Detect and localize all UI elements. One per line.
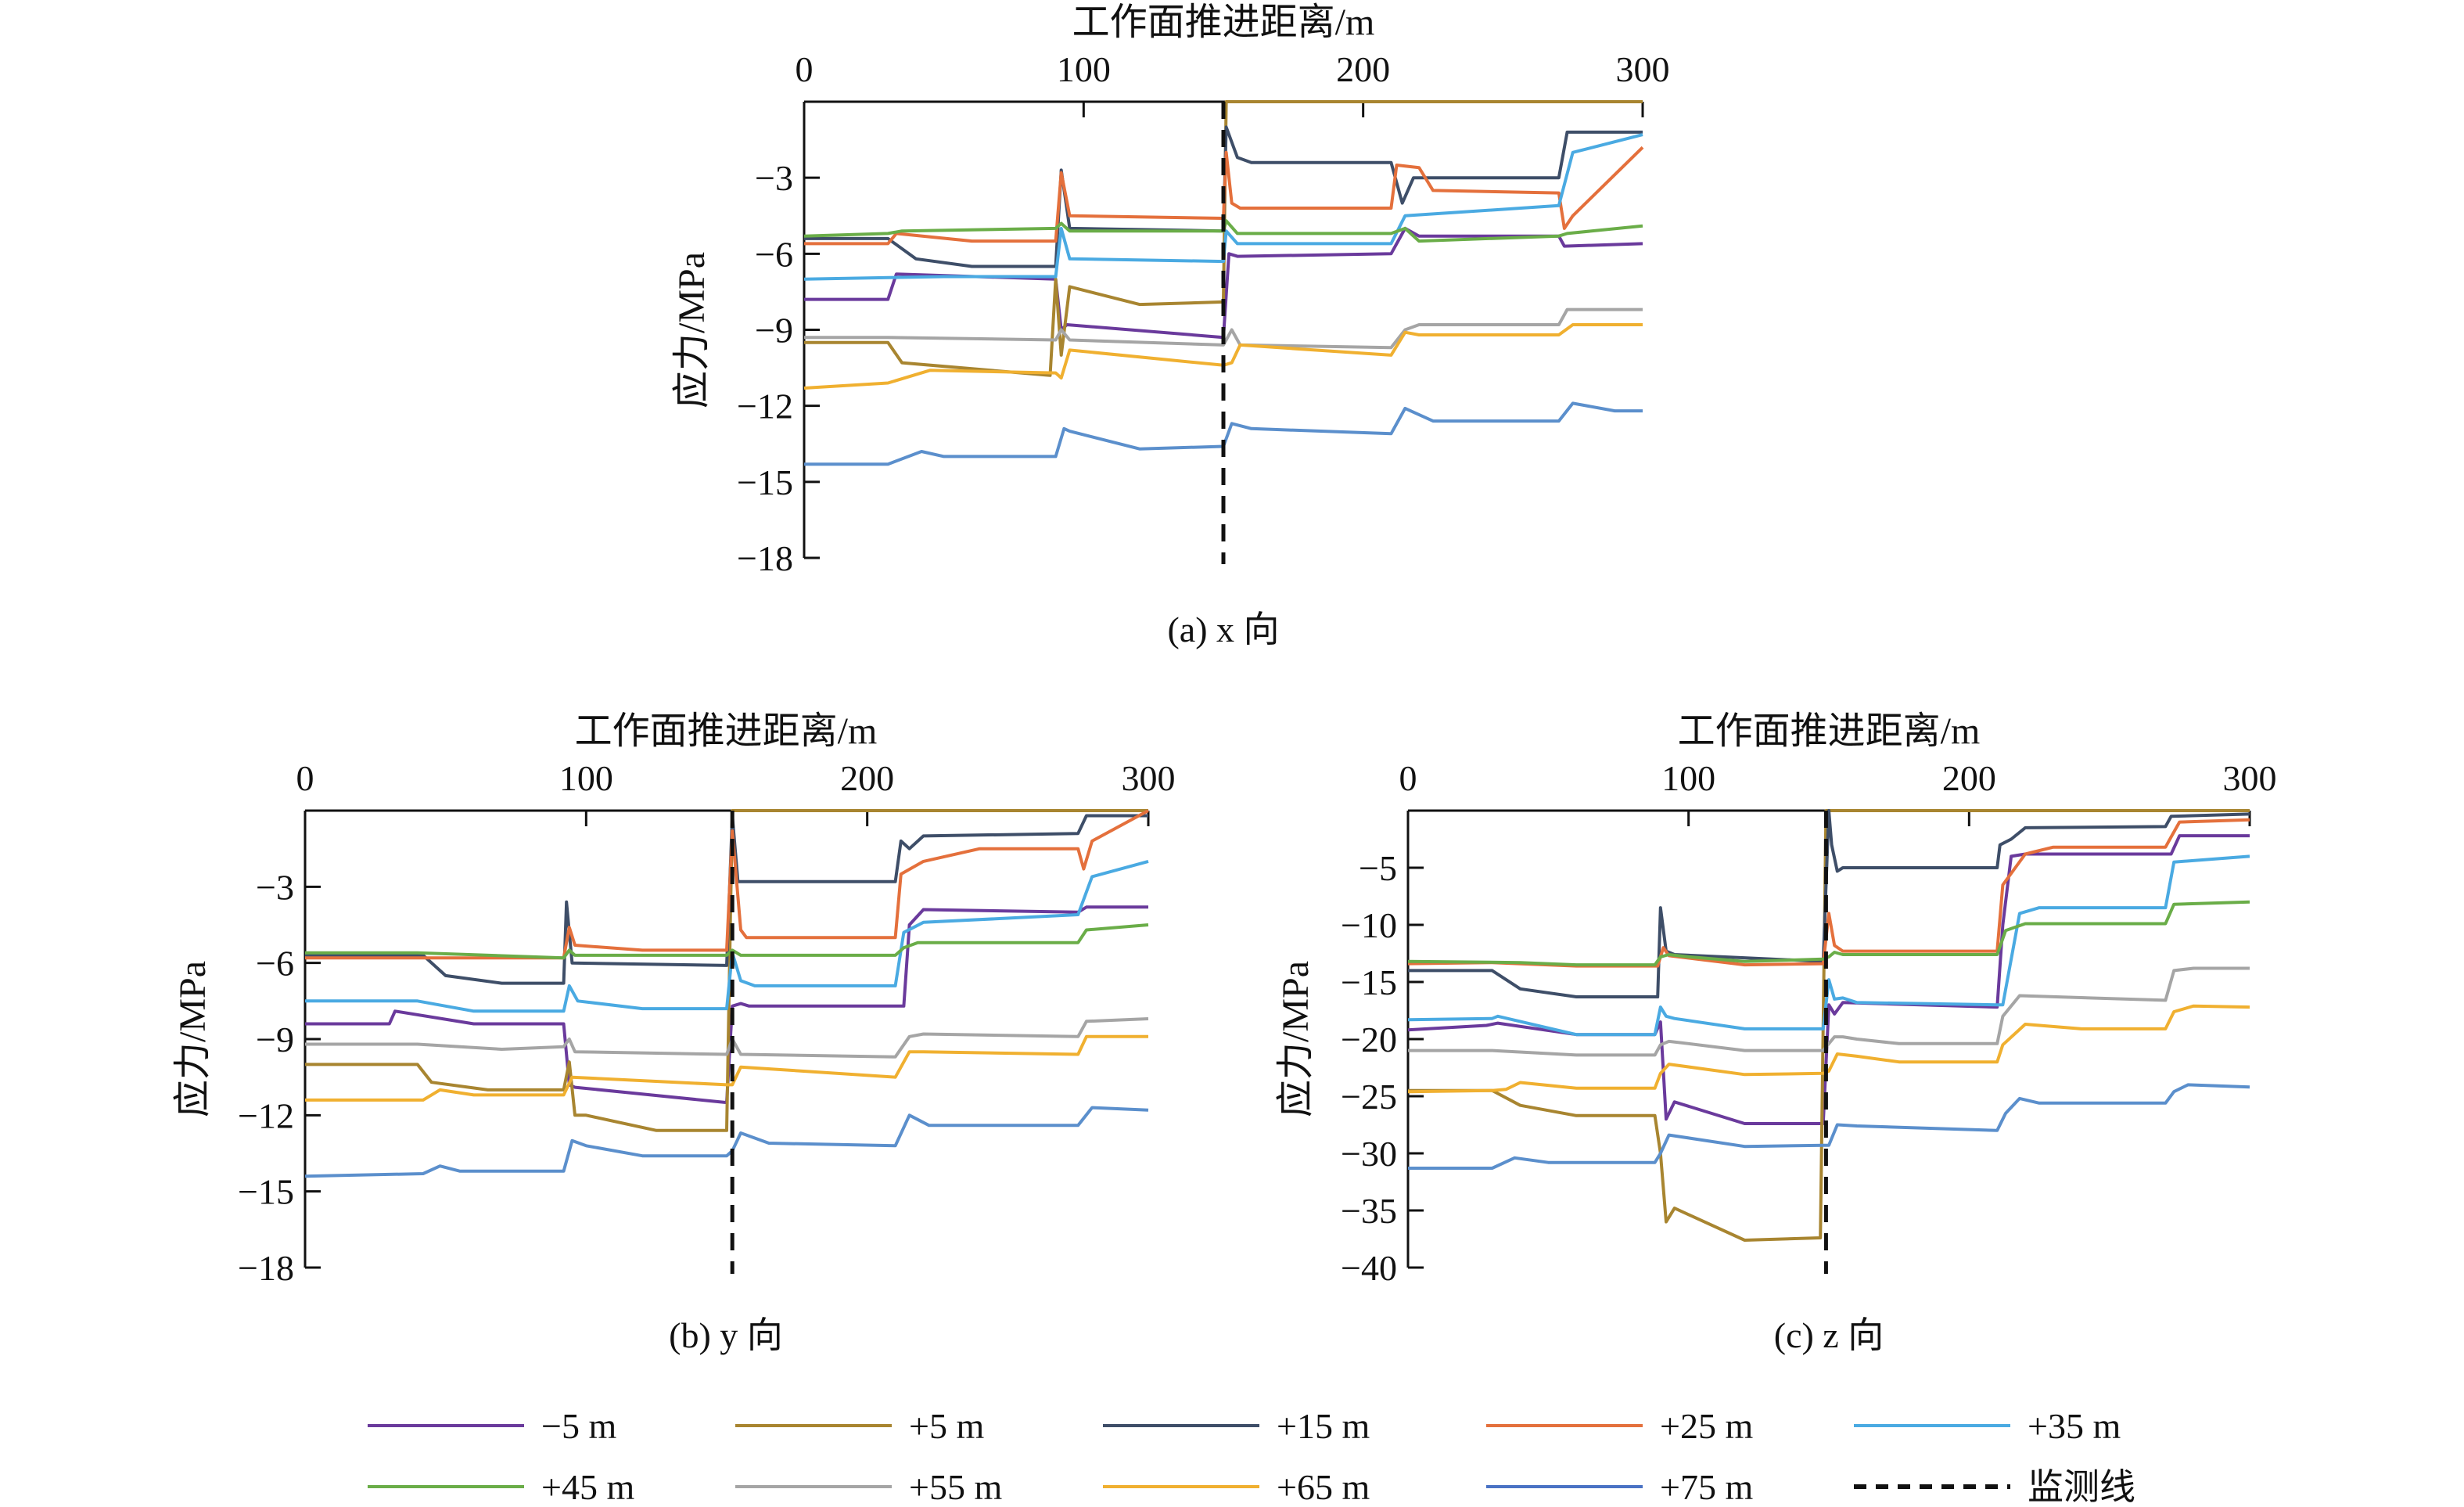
series-line-plus35m <box>1407 854 2250 1037</box>
series-line-plus75m <box>804 401 1643 466</box>
series-line-plus55m <box>305 1017 1149 1059</box>
series-line-5m <box>305 905 1148 1105</box>
legend-item: +75 m <box>1486 1467 1753 1507</box>
panel-a-ylabel: 应力/MPa <box>671 252 713 408</box>
y-tick-label: −15 <box>238 1172 294 1212</box>
series-line-plus55m <box>804 308 1643 350</box>
series-line-plus5m <box>1408 809 2250 1242</box>
series-line-plus75m <box>304 1106 1149 1178</box>
x-tick-label: 200 <box>840 758 894 798</box>
series-line-plus45m <box>1407 900 2250 967</box>
legend-label: +55 m <box>909 1467 1002 1507</box>
legend-item: +55 m <box>735 1467 1002 1507</box>
panel-c-ylabel: 应力/MPa <box>1275 961 1316 1117</box>
series-line-plus25m <box>804 146 1644 246</box>
y-tick-label: −6 <box>755 234 793 274</box>
legend-item: +25 m <box>1486 1406 1753 1446</box>
panel-a-lines <box>803 100 1644 564</box>
series-line-plus45m <box>803 219 1643 243</box>
series-line-plus15m <box>1408 809 2250 998</box>
panel-c-xlabel: 工作面推进距离/m <box>1678 710 1981 752</box>
panel-c-z-direction: 工作面推进距离/m 应力/MPa (c) z 向 0 100 200 300 −5 −10… <box>1275 710 2277 1355</box>
legend: −5 m +5 m +15 m +25 m +35 m +45 m +55 m +65 m +7… <box>368 1406 2135 1507</box>
series-line-plus35m <box>803 133 1643 281</box>
legend-label: +45 m <box>541 1467 634 1507</box>
panel-a-x-direction: 工作面推进距离/m 应力/MPa (a) x 向 0 100 200 300 −3 −6 −… <box>671 2 1670 649</box>
legend-item: −5 m <box>368 1406 616 1446</box>
x-tick-label: 200 <box>1942 758 1996 798</box>
legend-item: 监测线 <box>1854 1467 2135 1507</box>
legend-label: +75 m <box>1660 1467 1753 1507</box>
y-tick-label: −15 <box>737 462 793 502</box>
x-tick-label: 300 <box>2223 758 2277 798</box>
y-tick-label: −5 <box>1359 848 1397 888</box>
panel-b-ticks: 0 100 200 300 −3 −6 −9 −12 −15 −18 <box>238 758 1175 1288</box>
x-tick-label: 0 <box>796 49 814 89</box>
y-tick-label: −3 <box>755 158 793 198</box>
y-tick-label: −35 <box>1341 1191 1397 1231</box>
legend-label: +35 m <box>2028 1406 2121 1446</box>
panel-c-lines <box>1407 809 2250 1274</box>
y-tick-label: −12 <box>238 1095 294 1135</box>
legend-label: +25 m <box>1660 1406 1753 1446</box>
series-line-plus25m <box>1407 818 2250 968</box>
panel-b-caption: (b) y 向 <box>669 1315 783 1355</box>
x-tick-label: 0 <box>1399 758 1417 798</box>
y-tick-label: −10 <box>1341 905 1397 945</box>
x-tick-label: 300 <box>1616 49 1670 89</box>
series-line-plus15m <box>804 125 1643 268</box>
panel-b-xlabel: 工作面推进距离/m <box>575 710 878 752</box>
panel-a-caption: (a) x 向 <box>1167 610 1279 649</box>
y-tick-label: −18 <box>238 1248 294 1288</box>
series-line-plus55m <box>1408 966 2250 1057</box>
y-tick-label: −6 <box>256 944 294 984</box>
panel-c-caption: (c) z 向 <box>1774 1315 1884 1355</box>
y-tick-label: −18 <box>737 538 793 578</box>
series-line-plus45m <box>305 923 1149 960</box>
panel-b-y-direction: 工作面推进距离/m 应力/MPa (b) y 向 0 100 200 300 −3 −6 −… <box>172 710 1176 1355</box>
panel-a-xlabel: 工作面推进距离/m <box>1072 2 1375 43</box>
legend-label: 监测线 <box>2028 1467 2135 1507</box>
legend-item: +45 m <box>368 1467 634 1507</box>
series-line-plus65m <box>1407 1004 2250 1094</box>
legend-label: +15 m <box>1277 1406 1370 1446</box>
x-tick-label: 200 <box>1336 49 1390 89</box>
y-tick-label: −3 <box>256 867 294 907</box>
legend-label: +65 m <box>1277 1467 1370 1507</box>
series-line-plus65m <box>305 1034 1148 1102</box>
panel-c-ticks: 0 100 200 300 −5 −10 −15 −20 −25 −30 −35 −40 <box>1341 758 2276 1288</box>
y-tick-label: −9 <box>755 311 793 351</box>
panel-b-lines <box>304 809 1149 1274</box>
series-line-plus25m <box>305 809 1149 960</box>
x-tick-label: 100 <box>559 758 613 798</box>
legend-label: −5 m <box>541 1406 616 1446</box>
y-tick-label: −40 <box>1341 1248 1397 1288</box>
legend-item: +35 m <box>1854 1406 2121 1446</box>
legend-item: +15 m <box>1103 1406 1370 1446</box>
y-tick-label: −20 <box>1341 1020 1397 1059</box>
series-line-plus75m <box>1408 1083 2250 1170</box>
legend-item: +5 m <box>735 1406 984 1446</box>
panel-a-ticks: 0 100 200 300 −3 −6 −9 −12 −15 −18 <box>737 49 1669 578</box>
y-tick-label: −25 <box>1341 1077 1397 1117</box>
y-tick-label: −12 <box>737 387 793 426</box>
y-tick-label: −30 <box>1341 1134 1397 1174</box>
x-tick-label: 100 <box>1661 758 1715 798</box>
x-tick-label: 0 <box>296 758 314 798</box>
legend-label: +5 m <box>909 1406 984 1446</box>
y-tick-label: −15 <box>1341 962 1397 1002</box>
x-tick-label: 300 <box>1122 758 1176 798</box>
legend-item: +65 m <box>1103 1467 1370 1507</box>
panel-b-ylabel: 应力/MPa <box>172 961 214 1117</box>
series-line-plus5m <box>305 809 1148 1132</box>
x-tick-label: 100 <box>1057 49 1111 89</box>
series-line-plus65m <box>803 323 1643 390</box>
y-tick-label: −9 <box>256 1020 294 1059</box>
